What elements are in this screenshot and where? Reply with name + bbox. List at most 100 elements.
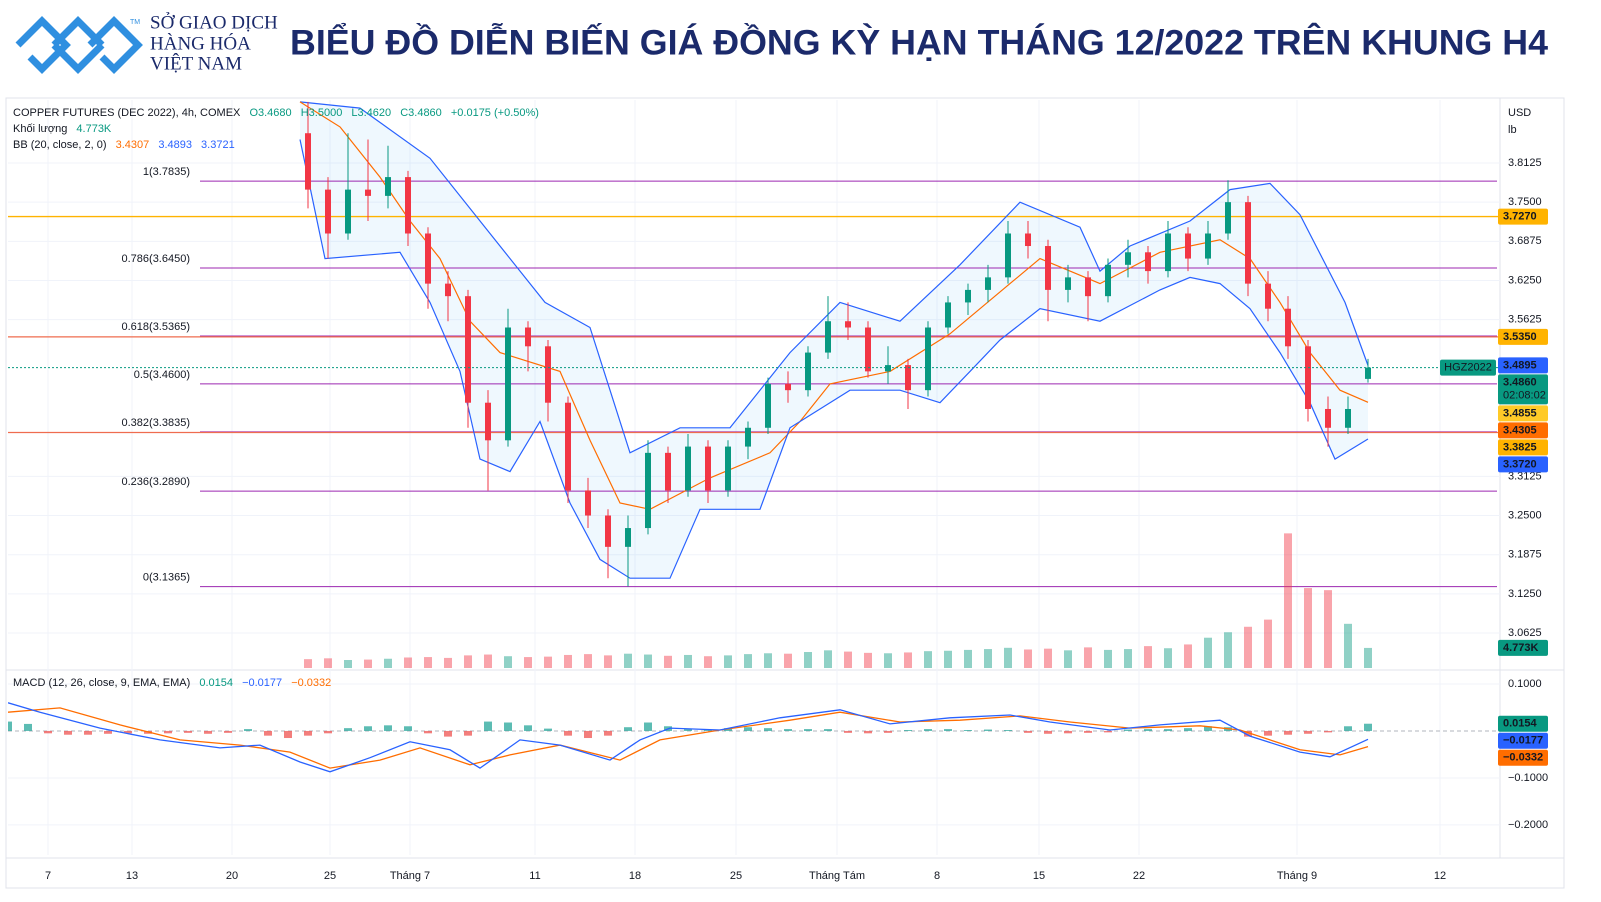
symbol-label: HGZ2022: [1444, 362, 1492, 374]
candle-body: [825, 321, 831, 353]
macd-hist-bar: [1284, 730, 1292, 735]
y-tick-label: 3.5625: [1508, 314, 1542, 326]
candle-body: [1285, 308, 1291, 347]
price-badge: [1498, 357, 1548, 374]
macd-hist-bar: [684, 729, 692, 731]
macd-hist-bar: [564, 730, 572, 736]
candle-body: [1345, 408, 1351, 428]
candle-body: [625, 528, 631, 547]
macd-hist-bar: [764, 728, 772, 731]
macd-hist-bar: [44, 730, 52, 734]
candle-body: [985, 277, 991, 290]
macd-hist-bar: [444, 730, 452, 737]
volume-bar: [1064, 650, 1072, 668]
logo-shape: [15, 16, 71, 74]
macd-hist-bar: [964, 730, 972, 731]
volume-bar: [884, 653, 892, 668]
macd-macd-line: [8, 702, 1369, 773]
macd-hist-bar: [1304, 730, 1312, 734]
macd-hist-bar: [464, 730, 472, 736]
macd-hist-bar: [324, 730, 332, 734]
y-tick-label: 3.6875: [1508, 235, 1542, 247]
volume-bar: [324, 658, 332, 668]
macd-hist-bar: [704, 730, 712, 731]
macd-value: −0.0332: [291, 677, 331, 689]
volume-bar: [1224, 632, 1232, 668]
macd-hist-bar: [884, 730, 892, 733]
macd-hist-bar: [1244, 730, 1252, 737]
macd-hist-bar: [424, 730, 432, 734]
volume-bar: [584, 654, 592, 668]
legend-high: H3.5000: [301, 107, 343, 119]
volume-bar: [864, 652, 872, 668]
macd-badge: [1498, 749, 1548, 766]
legend-close: C3.4860: [400, 107, 442, 119]
macd-hist-bar: [24, 723, 32, 731]
candle-body: [585, 490, 591, 516]
volume-bar: [1344, 623, 1352, 668]
macd-hist-bar: [624, 727, 632, 731]
candle-body: [345, 189, 351, 234]
legend-line: Khối lượng 4.773K: [13, 123, 112, 135]
legend-change: +0.0175 (+0.50%): [451, 107, 539, 119]
candle-body: [1185, 233, 1191, 259]
macd-hist-bar: [404, 726, 412, 731]
volume-bar: [1364, 647, 1372, 668]
volume-bar: [1084, 647, 1092, 668]
volume-badge-label: 4.773K: [1503, 642, 1539, 654]
legend-symbol: COPPER FUTURES (DEC 2022), 4h, COMEX: [13, 107, 241, 119]
macd-value: 0.0154: [199, 677, 233, 689]
fib-label: 0.5(3.4600): [134, 369, 190, 381]
macd-badge: [1498, 715, 1548, 732]
brand-mark: TM: [130, 19, 140, 26]
macd-hist-bar: [104, 730, 112, 734]
price-badge: [1498, 456, 1548, 473]
y-tick-label: 3.8125: [1508, 157, 1542, 169]
candle-body: [865, 327, 871, 372]
volume-bar: [604, 655, 612, 668]
macd-hist-bar: [1364, 723, 1372, 731]
candle-body: [465, 296, 471, 403]
macd-hist-bar: [344, 728, 352, 731]
macd-hist-bar: [604, 730, 612, 736]
volume-bar: [484, 654, 492, 668]
volume-bar: [784, 653, 792, 668]
volume-bar: [624, 653, 632, 668]
volume-bar: [524, 657, 532, 668]
x-tick-label: 20: [226, 870, 238, 882]
candle-body: [1025, 233, 1031, 247]
y-tick-label: 3.0625: [1508, 627, 1542, 639]
chart-frame: [5, 97, 1565, 889]
unit-label: lb: [1508, 124, 1517, 136]
fib-label: 0.382(3.3835): [122, 417, 191, 429]
y-tick-label: 3.7500: [1508, 196, 1542, 208]
macd-hist-bar: [1144, 729, 1152, 731]
candle-body: [485, 402, 491, 441]
volume-bar: [1304, 588, 1312, 668]
volume-bar: [944, 650, 952, 668]
candle-body: [605, 515, 611, 547]
chart-title: BIỂU ĐỒ DIỄN BIẾN GIÁ ĐỒNG KỲ HẠN THÁNG …: [290, 22, 1549, 62]
price-badge-label: 3.4305: [1503, 424, 1537, 436]
bb-value: 3.4893: [158, 139, 192, 151]
price-badge-label: 3.4860: [1503, 376, 1537, 388]
volume-bar: [844, 651, 852, 668]
volume-badge: [1498, 639, 1548, 656]
brand-line: HÀNG HÓA: [150, 32, 251, 54]
volume-bar: [424, 657, 432, 668]
x-tick-label: 8: [934, 870, 940, 882]
macd-hist-bar: [8, 721, 12, 731]
volume-bar: [1324, 590, 1332, 668]
macd-hist-bar: [384, 725, 392, 731]
macd-hist-bar: [824, 729, 832, 731]
volume-bar: [764, 653, 772, 668]
macd-signal-line: [8, 707, 1369, 769]
macd-hist-bar: [784, 729, 792, 731]
legend-open: O3.4680: [249, 107, 291, 119]
candle-body: [565, 402, 571, 491]
candle-body: [925, 327, 931, 391]
volume-bar: [564, 654, 572, 668]
volume-bar: [704, 656, 712, 668]
macd-hist-bar: [1044, 730, 1052, 734]
volume-bar: [1124, 649, 1132, 668]
